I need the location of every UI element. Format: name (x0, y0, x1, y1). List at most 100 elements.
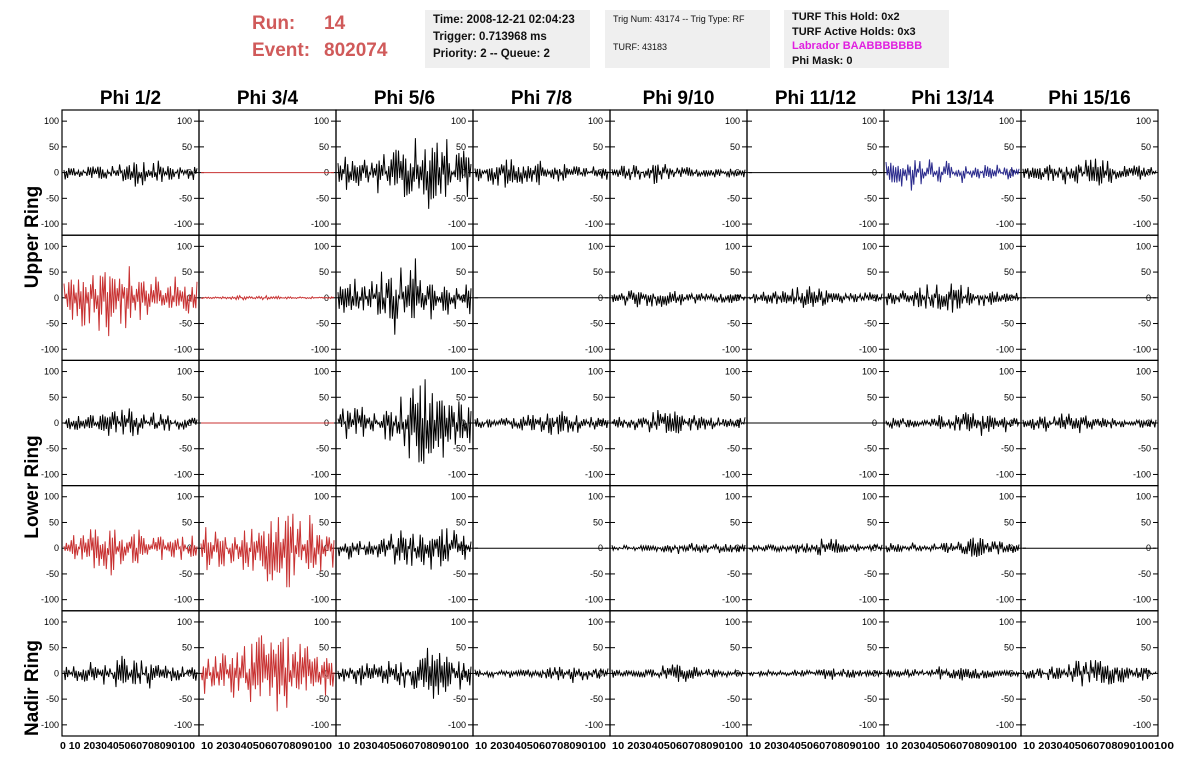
y-tick-label: -50 (727, 444, 740, 454)
y-tick-label: -50 (179, 193, 192, 203)
y-tick-label: -50 (864, 444, 877, 454)
y-tick-label: 100 (314, 492, 329, 502)
run-value: 14 (324, 13, 346, 34)
y-tick-label: 100 (588, 492, 603, 502)
y-tick-label: 100 (1136, 241, 1151, 251)
y-tick-label: -50 (727, 193, 740, 203)
y-tick-label: 100 (314, 367, 329, 377)
y-tick-label: -50 (1138, 193, 1151, 203)
run-event-box: Run: 14 Event: 802074 (252, 10, 387, 64)
y-tick-label: -100 (996, 720, 1014, 730)
turf-info-box: TURF This Hold: 0x2 TURF Active Holds: 0… (784, 10, 949, 68)
waveform-trace (885, 283, 1020, 313)
y-tick-label: 50 (730, 142, 740, 152)
y-tick-label: -50 (1138, 319, 1151, 329)
y-tick-label: 100 (1136, 116, 1151, 126)
y-tick-label: -100 (311, 219, 329, 229)
y-tick-label: 100 (451, 116, 466, 126)
waveform-trace (63, 529, 198, 576)
y-tick-label: 100 (999, 617, 1014, 627)
y-tick-label: -100 (585, 469, 603, 479)
y-tick-label: -50 (1001, 319, 1014, 329)
waveform-trace (63, 655, 198, 689)
y-tick-label: 100 (314, 241, 329, 251)
waveform-trace (337, 138, 472, 209)
y-tick-label: -50 (316, 694, 329, 704)
column-label-2: Phi 3/4 (237, 88, 299, 109)
y-tick-label: -100 (174, 344, 192, 354)
x-tick-label: 10 2030405060708090100 (1023, 741, 1154, 752)
waveform-trace (885, 537, 1020, 558)
y-tick-label: 100 (451, 492, 466, 502)
y-tick-label: -100 (448, 219, 466, 229)
x-tick-label: 100 (1154, 741, 1175, 752)
column-label-7: Phi 13/14 (911, 88, 994, 109)
y-tick-label: 50 (319, 392, 329, 402)
run-row: Run: 14 (252, 10, 387, 37)
y-tick-label: -100 (859, 595, 877, 605)
y-tick-label: 50 (456, 643, 466, 653)
y-tick-label: 100 (177, 116, 192, 126)
y-tick-label: -50 (727, 694, 740, 704)
y-tick-label: 100 (588, 116, 603, 126)
y-tick-label: -50 (1138, 444, 1151, 454)
waveform-trace (1022, 660, 1157, 687)
turf-active-line: TURF Active Holds: 0x3 (792, 25, 916, 38)
y-tick-label: -100 (174, 595, 192, 605)
y-tick-label: 0 (872, 543, 877, 553)
column-label-5: Phi 9/10 (643, 88, 715, 109)
y-tick-label-left: 50 (49, 643, 59, 653)
y-tick-label-left: 0 (54, 668, 59, 678)
row-label-lower-ring: Lower Ring (22, 435, 43, 538)
waveform-trace (337, 528, 472, 570)
row-label-nadir-ring: Nadir Ring (22, 640, 43, 736)
y-tick-label: -100 (859, 344, 877, 354)
y-tick-label: 50 (456, 517, 466, 527)
event-label: Event: (252, 40, 311, 61)
event-value: 802074 (324, 40, 388, 61)
y-tick-label: -100 (311, 595, 329, 605)
y-tick-label: -100 (311, 720, 329, 730)
y-tick-label: 50 (319, 517, 329, 527)
y-tick-label: -50 (179, 694, 192, 704)
y-tick-label: -100 (996, 469, 1014, 479)
y-tick-label: 100 (725, 241, 740, 251)
y-tick-label: -50 (590, 193, 603, 203)
waveform-trace (748, 286, 883, 308)
y-tick-label: -50 (1138, 694, 1151, 704)
y-tick-label: 50 (593, 517, 603, 527)
column-label-3: Phi 5/6 (374, 88, 435, 109)
y-tick-label: 50 (319, 643, 329, 653)
y-tick-label: 50 (319, 142, 329, 152)
waveform-trace (337, 258, 472, 335)
y-tick-label: 50 (867, 267, 877, 277)
y-tick-label-left: 50 (49, 517, 59, 527)
y-tick-label: 50 (1141, 643, 1151, 653)
y-tick-label-left: 100 (44, 617, 59, 627)
y-tick-label-left: 100 (44, 492, 59, 502)
column-label-4: Phi 7/8 (511, 88, 572, 109)
x-tick-label: 0 10 2030405060708090100 (60, 741, 195, 752)
y-tick-label: -100 (859, 469, 877, 479)
trig-num-line: Trig Num: 43174 -- Trig Type: RF (613, 14, 745, 24)
y-tick-label: 50 (319, 267, 329, 277)
x-tick-label: 10 2030405060708090100 (612, 741, 743, 752)
labrador-line: Labrador BAABBBBBBB (792, 40, 923, 52)
y-tick-label: 50 (730, 392, 740, 402)
x-tick-label: 10 2030405060708090100 (338, 741, 469, 752)
y-tick-label: 0 (461, 668, 466, 678)
y-tick-label-left: 0 (54, 418, 59, 428)
y-tick-label: -100 (722, 219, 740, 229)
x-tick-label: 10 2030405060708090100 (886, 741, 1017, 752)
waveform-trace (748, 538, 883, 556)
y-tick-label-left: 50 (49, 267, 59, 277)
waveform-trace (611, 290, 746, 308)
y-tick-label: 100 (999, 367, 1014, 377)
waveform-trace (1022, 413, 1157, 434)
y-tick-label: 50 (1141, 142, 1151, 152)
column-label-6: Phi 11/12 (775, 88, 856, 109)
y-tick-label-left: 50 (49, 142, 59, 152)
y-tick-label: 100 (862, 367, 877, 377)
waveform-trace (63, 266, 198, 337)
waveform-trace (474, 666, 609, 683)
